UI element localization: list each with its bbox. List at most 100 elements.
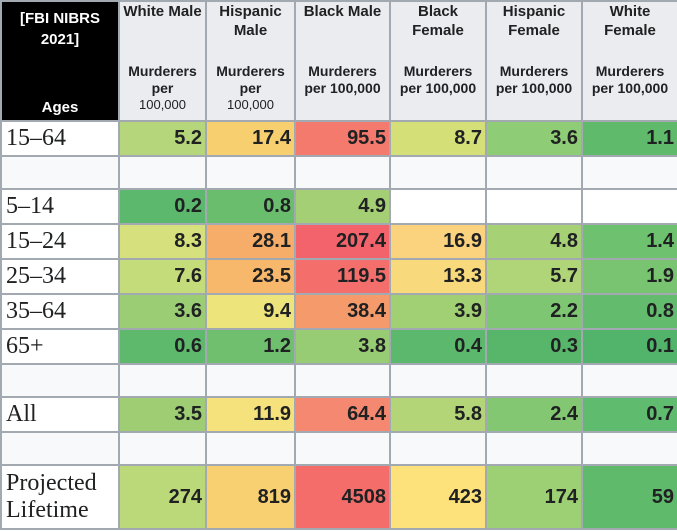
rate-cell: 5.8 [389,396,487,433]
rate-cell: 4.8 [485,223,583,260]
column-unit-line: per 100,000 [304,80,381,96]
header-row: [FBI NIBRS 2021] Ages White Male Murderer… [0,0,677,122]
spacer-cell [118,363,207,398]
empty-cell [389,188,487,225]
row-age-label: 35–64 [0,293,120,330]
rate-cell: 64.4 [294,396,391,433]
column-unit-line: Murderers [595,63,665,79]
ages-label: Ages [41,99,79,116]
rate-cell: 2.4 [485,396,583,433]
rate-cell: 23.5 [205,258,296,295]
rate-cell: 28.1 [205,223,296,260]
rate-cell: 5.2 [118,120,207,157]
rate-cell: 5.7 [485,258,583,295]
rate-cell: 3.8 [294,328,391,365]
spacer-cell [294,431,391,466]
spacer-row [0,155,677,190]
row-age-label: 65+ [0,328,120,365]
spacer-cell [118,431,207,466]
table-row: 5–14 0.2 0.8 4.9 [0,188,677,225]
rate-cell: 119.5 [294,258,391,295]
column-group-label: White Male [123,3,202,20]
column-unit-label: Murderers per 100,000 [487,63,581,97]
column-unit-line: per 100,000 [495,80,573,96]
rate-cell: 0.2 [118,188,207,225]
rate-cell: 0.3 [485,328,583,365]
rate-cell: 2.2 [485,293,583,330]
table-row: Projected Lifetime 274 819 4508 423 174 59 [0,464,677,530]
row-age-label: 5–14 [0,188,120,225]
table-row: 15–24 8.3 28.1 207.4 16.9 4.8 1.4 [0,223,677,260]
spacer-cell [0,431,120,466]
spacer-cell [205,431,296,466]
spacer-cell [581,431,677,466]
rate-cell: 17.4 [205,120,296,157]
rate-cell: 0.7 [581,396,677,433]
rate-cell: 423 [389,464,487,530]
spacer-cell [389,431,487,466]
rate-cell: 1.9 [581,258,677,295]
column-unit-label: Murderers per 100,000 [391,63,485,97]
source-title-line1: [FBI NIBRS [20,10,100,27]
spacer-row [0,363,677,398]
table-row: All 3.5 11.9 64.4 5.8 2.4 0.7 [0,396,677,433]
rate-cell: 0.8 [205,188,296,225]
column-unit-label: Murderers per 100,000 [296,63,389,97]
empty-cell [581,188,677,225]
row-age-label: 15–24 [0,223,120,260]
column-header: White Male Murderers per 100,000 [118,0,207,122]
column-unit-line: Murderers [499,63,569,79]
column-header: Hispanic Female Murderers per 100,000 [485,0,583,122]
spacer-cell [485,155,583,190]
empty-cell [485,188,583,225]
row-age-label: Projected Lifetime [0,464,120,530]
table-body: 15–64 5.2 17.4 95.5 8.7 3.6 1.1 5–14 0.2 0.8 4.9 15… [0,120,677,530]
column-unit-label: Murderers per 100,000 [583,63,677,97]
spacer-cell [205,155,296,190]
column-unit-line: per 100,000 [591,80,669,96]
rate-cell: 3.6 [118,293,207,330]
table-row: 35–64 3.6 9.4 38.4 3.9 2.2 0.8 [0,293,677,330]
column-group-label: Black Female [412,3,464,39]
column-unit-line: per [239,80,262,96]
spacer-cell [581,155,677,190]
rate-cell: 95.5 [294,120,391,157]
row-label-line: Projected [6,470,97,496]
spacer-cell [389,155,487,190]
spacer-cell [205,363,296,398]
spacer-cell [0,363,120,398]
rate-cell: 1.2 [205,328,296,365]
column-unit-label: Murderers per 100,000 [120,63,205,112]
rate-cell: 274 [118,464,207,530]
rate-cell: 4.9 [294,188,391,225]
column-header: Black Female Murderers per 100,000 [389,0,487,122]
rate-cell: 0.8 [581,293,677,330]
rate-cell: 0.4 [389,328,487,365]
rate-cell: 174 [485,464,583,530]
spacer-cell [294,363,391,398]
column-group-label: Black Male [303,3,382,20]
row-age-label: 25–34 [0,258,120,295]
column-unit-line: per [151,80,174,96]
column-group-label: White Female [604,3,656,39]
spacer-cell [294,155,391,190]
column-unit-line: Murderers [128,63,197,79]
rate-cell: 8.7 [389,120,487,157]
table-row: 65+ 0.6 1.2 3.8 0.4 0.3 0.1 [0,328,677,365]
rate-cell: 1.1 [581,120,677,157]
rate-cell: 7.6 [118,258,207,295]
rate-cell: 13.3 [389,258,487,295]
rate-cell: 1.4 [581,223,677,260]
source-title: [FBI NIBRS 2021] [2,2,118,50]
column-unit-line: per 100,000 [399,80,477,96]
rate-cell: 207.4 [294,223,391,260]
table-row: 15–64 5.2 17.4 95.5 8.7 3.6 1.1 [0,120,677,157]
spacer-cell [389,363,487,398]
rate-cell: 3.5 [118,396,207,433]
column-unit-line: 100,000 [139,97,186,112]
column-group-label: Hispanic Male [219,3,282,39]
column-unit-line: 100,000 [227,97,274,112]
rate-cell: 59 [581,464,677,530]
rate-cell: 819 [205,464,296,530]
column-unit-line: Murderers [216,63,285,79]
